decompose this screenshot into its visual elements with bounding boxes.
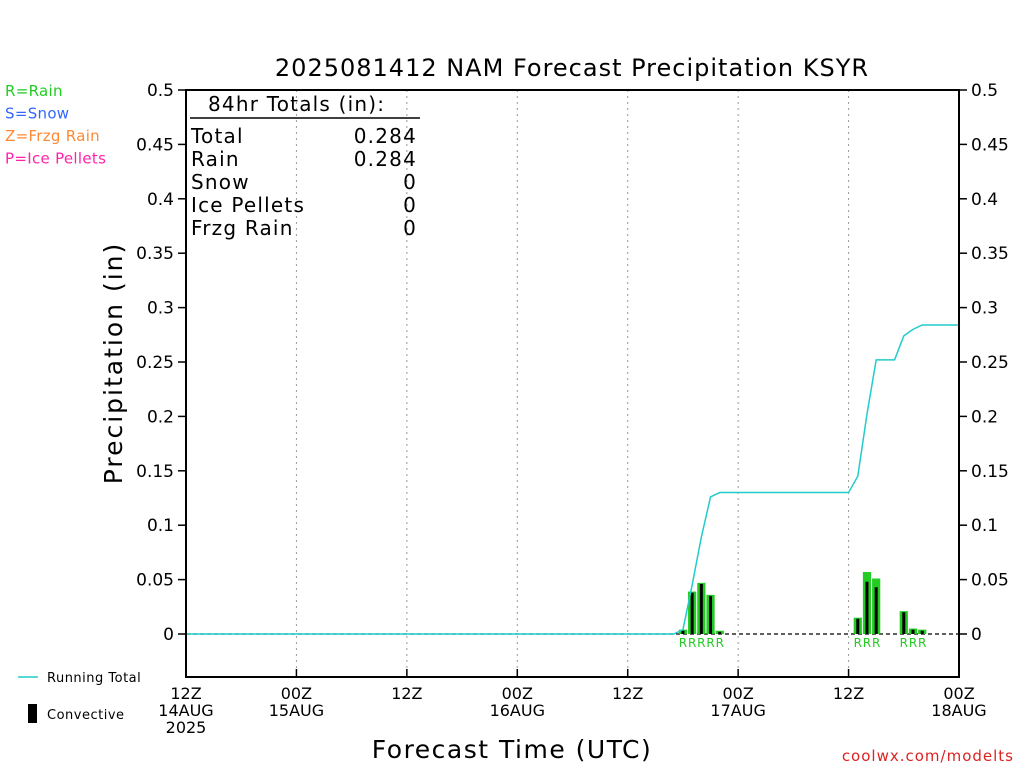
totals-value-3: 0 xyxy=(403,193,417,217)
ptype-label-10: R xyxy=(918,636,926,650)
convective-bar-6 xyxy=(865,581,869,634)
y-tick-label-right-1: 0.05 xyxy=(971,571,1009,591)
y-tick-label-left-6: 0.3 xyxy=(147,299,174,319)
convective-bar-0 xyxy=(681,630,685,634)
ptype-legend-item-2: Z=Frzg Rain xyxy=(5,127,100,145)
totals-label-3: Ice Pellets xyxy=(191,193,305,217)
x-axis-label: Forecast Time (UTC) xyxy=(372,735,652,764)
x-tick-label-3-1: 00Z xyxy=(502,684,533,703)
ptype-legend-item-3: P=Ice Pellets xyxy=(5,150,106,168)
x-tick-label-5-2: 17AUG xyxy=(710,701,765,720)
y-tick-label-right-5: 0.25 xyxy=(971,353,1009,373)
convective-bar-7 xyxy=(874,587,878,634)
y-ticks-right: 0 0.05 0.1 0.15 0.2 0.25 0.3 0.35 0.4 0.45 0.5 xyxy=(959,81,1009,645)
totals-label-1: Rain xyxy=(191,147,240,171)
totals-label-4: Frzg Rain xyxy=(191,216,294,240)
running-total-legend: Running Total xyxy=(18,671,141,686)
y-tick-label-left-1: 0.05 xyxy=(136,571,174,591)
convective-legend-label: Convective xyxy=(47,708,125,723)
y-tick-label-left-3: 0.15 xyxy=(136,462,174,482)
x-tick-label-7-1: 00Z xyxy=(943,684,974,703)
convective-bar-9 xyxy=(911,629,915,634)
convective-bar-2 xyxy=(699,583,703,634)
convective-bar-10 xyxy=(920,630,924,634)
ptype-label-1: R xyxy=(688,636,696,650)
ptype-label-0: R xyxy=(679,636,687,650)
x-tick-label-6-1: 12Z xyxy=(833,684,864,703)
x-tick-label-0-2: 14AUG xyxy=(158,701,213,720)
ptype-label-5: R xyxy=(854,636,862,650)
ptype-label-8: R xyxy=(900,636,908,650)
y-tick-label-right-6: 0.3 xyxy=(971,299,998,319)
totals-value-1: 0.284 xyxy=(354,147,417,171)
totals-value-4: 0 xyxy=(403,216,417,240)
convective-bar-3 xyxy=(709,595,713,634)
y-tick-label-right-4: 0.2 xyxy=(971,407,998,427)
x-tick-label-5-1: 00Z xyxy=(722,684,753,703)
totals-value-0: 0.284 xyxy=(354,124,417,148)
ptype-label-4: R xyxy=(716,636,724,650)
y-tick-label-right-3: 0.15 xyxy=(971,462,1009,482)
x-tick-label-7-2: 18AUG xyxy=(931,701,986,720)
convective-bar-4 xyxy=(718,631,722,634)
ptype-label-6: R xyxy=(863,636,871,650)
x-tick-label-0-3: 2025 xyxy=(166,718,207,737)
ptype-label-2: R xyxy=(697,636,705,650)
gridlines xyxy=(186,90,959,677)
convective-legend: Convective xyxy=(28,704,125,723)
running-total-layer xyxy=(186,324,959,635)
y-tick-label-right-10: 0.5 xyxy=(971,81,998,101)
ptype-legend: R=Rain S=Snow Z=Frzg Rain P=Ice Pellets xyxy=(5,82,106,168)
credit-text: coolwx.com/modelts xyxy=(842,747,1014,765)
convective-bar-1 xyxy=(690,592,694,634)
totals-label-0: Total xyxy=(190,124,244,148)
y-tick-label-left-7: 0.35 xyxy=(136,244,174,264)
totals-value-2: 0 xyxy=(403,170,417,194)
y-tick-label-right-9: 0.45 xyxy=(971,135,1009,155)
convective-bar-8 xyxy=(902,612,906,634)
y-tick-label-left-5: 0.25 xyxy=(136,353,174,373)
y-tick-label-left-2: 0.1 xyxy=(147,516,174,536)
ptype-legend-item-1: S=Snow xyxy=(5,105,69,123)
x-tick-label-0-1: 12Z xyxy=(170,684,201,703)
totals-label-2: Snow xyxy=(191,170,250,194)
y-tick-label-left-10: 0.5 xyxy=(147,81,174,101)
y-tick-label-right-0: 0 xyxy=(971,625,982,645)
y-tick-label-right-8: 0.4 xyxy=(971,190,998,210)
convective-bar-5 xyxy=(856,618,860,634)
ptype-legend-item-0: R=Rain xyxy=(5,82,63,100)
ptype-label-3: R xyxy=(706,636,714,650)
running-total-legend-label: Running Total xyxy=(47,671,141,686)
running-total-line xyxy=(186,324,959,635)
plot-frame xyxy=(185,89,960,678)
y-tick-label-left-0: 0 xyxy=(163,625,174,645)
precip-bars xyxy=(678,571,927,634)
convective-swatch xyxy=(28,704,37,723)
ptype-label-9: R xyxy=(909,636,917,650)
x-tick-label-1-2: 15AUG xyxy=(269,701,324,720)
x-tick-label-4-1: 12Z xyxy=(612,684,643,703)
y-tick-label-left-8: 0.4 xyxy=(147,190,174,210)
y-axis-label: Precipitation (in) xyxy=(99,242,128,485)
x-tick-label-2-1: 12Z xyxy=(391,684,422,703)
y-tick-label-right-2: 0.1 xyxy=(971,516,998,536)
y-tick-label-right-7: 0.35 xyxy=(971,244,1009,264)
x-tick-label-3-2: 16AUG xyxy=(490,701,545,720)
x-tick-label-1-1: 00Z xyxy=(281,684,312,703)
y-tick-label-left-4: 0.2 xyxy=(147,407,174,427)
y-ticks-left: 0 0.05 0.1 0.15 0.2 0.25 0.3 0.35 0.4 0.45 0.5 xyxy=(136,81,186,645)
y-tick-label-left-9: 0.45 xyxy=(136,135,174,155)
totals-box: 84hr Totals (in): Total 0.284 Rain 0.284 Sno… xyxy=(190,92,420,240)
chart-title: 2025081412 NAM Forecast Precipitation KS… xyxy=(275,54,869,82)
ptype-label-7: R xyxy=(872,636,880,650)
totals-header: 84hr Totals (in): xyxy=(208,92,385,116)
